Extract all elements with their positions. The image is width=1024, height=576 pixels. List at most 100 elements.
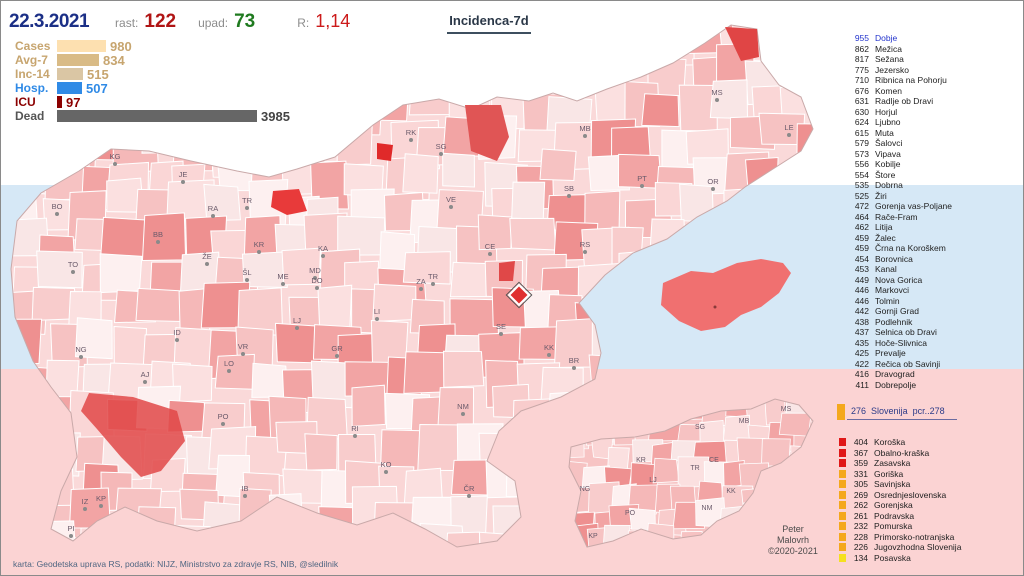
municipality-row: 472 Gorenja vas-Poljane	[849, 201, 952, 212]
municipality-row: 556 Kobilje	[849, 159, 952, 170]
map-city-label: TO	[68, 260, 78, 269]
municipality-shape	[201, 501, 241, 547]
map-city-label: ŠL	[242, 268, 251, 277]
municipality-row: 631 Radlje ob Dravi	[849, 96, 952, 107]
municipality-shape	[477, 214, 513, 251]
municipality-incidence: 453	[854, 264, 869, 274]
municipality-shape	[718, 505, 752, 540]
map-city-label: ID	[173, 328, 181, 337]
map-city-label: NM	[457, 402, 469, 411]
municipality-name: Vipava	[875, 148, 901, 159]
municipality-shape	[631, 399, 658, 422]
municipality-row: 676 Komen	[849, 86, 952, 97]
municipality-shape	[811, 435, 813, 461]
stat-label: Cases	[15, 39, 51, 53]
stat-row-avg7: Avg-7 834	[15, 53, 290, 68]
municipality-shape	[350, 90, 383, 136]
municipality-shape	[268, 493, 303, 534]
municipality-shape	[402, 153, 439, 194]
map-city-label: PI	[67, 524, 74, 533]
map-city-dot	[384, 470, 388, 474]
municipality-shape	[310, 160, 349, 210]
region-incidence: 226	[853, 542, 868, 552]
region-name: Koroška	[874, 437, 906, 447]
inset-region-label: KR	[636, 457, 646, 464]
top-municipalities-list: 955 Dobje 862 Mežica 817 Sežana 775 Jezersko 710…	[849, 33, 952, 390]
municipality-shape	[701, 531, 731, 547]
municipality-row: 446 Tolmin	[849, 296, 952, 307]
municipality-incidence: 437	[854, 327, 869, 337]
municipality-row: 624 Ljubno	[849, 117, 952, 128]
map-city-dot	[243, 494, 247, 498]
municipality-incidence: 446	[854, 285, 869, 295]
municipality-incidence: 472	[854, 201, 869, 211]
map-city-dot	[211, 214, 215, 218]
municipality-shape	[337, 215, 386, 256]
map-city-dot	[295, 326, 299, 330]
map-city-dot	[335, 354, 339, 358]
municipality-shape	[648, 218, 687, 265]
municipality-shape	[11, 390, 44, 426]
municipality-name: Markovci	[875, 285, 910, 295]
municipality-name: Podlehnik	[875, 316, 913, 327]
municipality-name: Kobilje	[875, 159, 901, 169]
map-city-label: SE	[496, 322, 506, 331]
municipality-shape	[648, 417, 684, 442]
map-city-label: MD	[309, 266, 321, 275]
map-city-label: PT	[637, 174, 647, 183]
municipality-name: Gorenja vas-Poljane	[875, 201, 953, 211]
municipality-shape	[243, 215, 282, 258]
municipality-shape	[793, 159, 813, 208]
header-bar: 22.3.2021 rast: 122 upad: 73 R: 1,14	[9, 11, 350, 33]
municipality-name: Rečica ob Savinji	[875, 358, 941, 369]
map-city-label: KA	[318, 244, 328, 253]
map-city-label: JE	[179, 170, 188, 179]
stat-value: 3985	[261, 108, 290, 124]
map-city-dot	[467, 494, 471, 498]
municipality-incidence: 438	[854, 316, 869, 327]
municipality-shape	[808, 480, 813, 504]
municipality-name: Kanal	[875, 264, 897, 274]
map-city-dot	[156, 240, 160, 244]
municipality-shape	[786, 232, 813, 269]
municipality-row: 554 Štore	[849, 170, 952, 181]
map-mode-button[interactable]: Incidenca-7d	[447, 13, 531, 34]
municipality-shape	[751, 185, 790, 226]
map-city-dot	[711, 187, 715, 191]
municipality-shape	[723, 187, 762, 229]
municipality-incidence: 862	[854, 43, 869, 54]
municipality-shape	[343, 64, 389, 107]
map-city-dot	[175, 338, 179, 342]
decline-label: upad:	[198, 16, 229, 30]
inset-region-label: CE	[709, 457, 719, 464]
map-city-label: BO	[52, 202, 63, 211]
municipality-row: 442 Gornji Grad	[849, 306, 952, 317]
municipality-shape	[756, 330, 796, 365]
region-incidence: 261	[853, 510, 868, 521]
municipality-shape	[11, 145, 48, 195]
municipality-name: Gornji Grad	[875, 306, 919, 316]
municipality-shape	[281, 247, 321, 286]
municipality-name: Dobrna	[875, 180, 903, 190]
author-first-name: Peter	[782, 524, 804, 534]
r-value: 1,14	[315, 11, 351, 31]
region-incidence: 269	[853, 489, 868, 500]
municipality-incidence: 459	[854, 232, 869, 243]
municipality-row: 438 Podlehnik	[849, 317, 952, 328]
municipality-shape	[656, 363, 708, 405]
map-city-dot	[245, 206, 249, 210]
stat-bar	[57, 82, 82, 94]
author-last-name: Malovrh	[776, 535, 809, 545]
region-swatch	[839, 469, 846, 478]
municipality-shape	[510, 434, 545, 471]
municipality-name: Horjul	[875, 106, 898, 117]
region-row: 367 Obalno-kraška	[839, 448, 961, 459]
municipality-shape	[641, 93, 680, 128]
municipality-incidence: 630	[854, 106, 869, 117]
municipality-row: 449 Nova Gorica	[849, 275, 952, 286]
map-city-label: ŽE	[202, 252, 212, 261]
municipality-shape	[686, 229, 726, 272]
map-city-label: ČR	[464, 484, 475, 493]
municipality-shape	[402, 251, 451, 285]
